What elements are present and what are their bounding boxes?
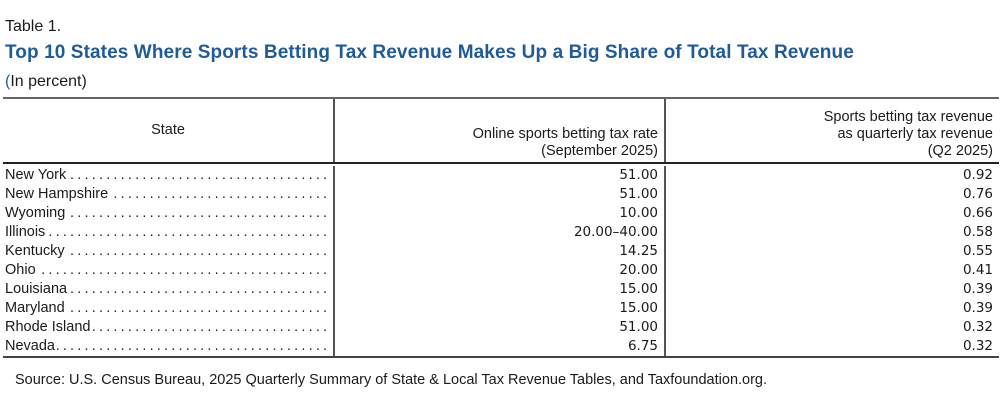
header-line: (Q2 2025) [927, 143, 993, 159]
table-row: ........................................… [3, 337, 999, 356]
source-note: Source: U.S. Census Bureau, 2025 Quarter… [15, 372, 768, 388]
dot-leader: ........................................… [5, 243, 331, 259]
cell-state: ........................................… [3, 204, 335, 223]
cell-share: 0.92 [962, 167, 993, 183]
table-row: ........................................… [3, 166, 999, 185]
cell-share: 0.39 [962, 281, 993, 297]
data-table: State Online sports betting tax rate (Se… [3, 97, 999, 358]
dot-leader: ........................................… [5, 205, 331, 221]
state-name: Nevada [5, 338, 57, 354]
cell-share: 0.55 [962, 243, 993, 259]
cell-share: 0.32 [962, 338, 993, 354]
cell-rate: 20.00–40.00 [335, 223, 666, 242]
table-subtitle: (In percent) [5, 73, 87, 91]
state-name: New Hampshire [5, 186, 111, 202]
cell-rate: 51.00 [335, 318, 666, 337]
cell-share: 0.66 [962, 205, 993, 221]
cell-state: ........................................… [3, 185, 335, 204]
cell-rate: 14.25 [335, 242, 666, 261]
header-line: State [151, 122, 185, 138]
cell-rate: 20.00 [335, 261, 666, 280]
cell-share: 0.39 [962, 300, 993, 316]
cell-share: 0.41 [962, 262, 993, 278]
column-header-tax-rate: Online sports betting tax rate (Septembe… [335, 99, 666, 162]
cell-rate: 10.00 [335, 204, 666, 223]
cell-share: 0.32 [962, 319, 993, 335]
table-row: ........................................… [3, 280, 999, 299]
table-row: ........................................… [3, 185, 999, 204]
cell-share: 0.76 [962, 186, 993, 202]
cell-rate: 6.75 [335, 337, 666, 356]
state-name: Wyoming [5, 205, 68, 221]
subtitle-text: In percent) [10, 73, 87, 90]
cell-rate: 15.00 [335, 299, 666, 318]
header-line: Online sports betting tax rate [472, 126, 658, 142]
cell-state: ........................................… [3, 280, 335, 299]
state-name: Kentucky [5, 243, 67, 259]
state-name: Louisiana [5, 281, 70, 297]
state-name: Rhode Island [5, 319, 93, 335]
dot-leader: ........................................… [5, 281, 331, 297]
dot-leader: ........................................… [5, 262, 331, 278]
cell-state: ........................................… [3, 223, 335, 242]
cell-state: ........................................… [3, 337, 335, 356]
cell-state: ........................................… [3, 299, 335, 318]
subtitle-paren: ( [5, 73, 11, 90]
dot-leader: ........................................… [5, 300, 331, 316]
table-label: Table 1. [5, 18, 62, 35]
table-header: State Online sports betting tax rate (Se… [3, 99, 999, 164]
table-row: ........................................… [3, 204, 999, 223]
table-row: ........................................… [3, 242, 999, 261]
cell-state: ........................................… [3, 318, 335, 337]
header-line: as quarterly tax revenue [837, 126, 993, 142]
table-title: Top 10 States Where Sports Betting Tax R… [5, 42, 854, 63]
dot-leader: ........................................… [5, 224, 331, 240]
state-name: Ohio [5, 262, 38, 278]
dot-leader: ........................................… [5, 338, 331, 354]
state-name: Maryland [5, 300, 67, 316]
table-row: ........................................… [3, 261, 999, 280]
cell-rate: 51.00 [335, 185, 666, 204]
table-row: ........................................… [3, 299, 999, 318]
state-name: New York [5, 167, 69, 183]
column-header-revenue-share: Sports betting tax revenue as quarterly … [666, 99, 999, 162]
cell-state: ........................................… [3, 166, 335, 185]
state-name: Illinois [5, 224, 48, 240]
table-body: ........................................… [3, 164, 999, 356]
table-row: ........................................… [3, 223, 999, 242]
column-header-state: State [3, 99, 335, 162]
cell-rate: 15.00 [335, 280, 666, 299]
header-line: (September 2025) [541, 143, 658, 159]
header-line: Sports betting tax revenue [823, 109, 993, 125]
cell-state: ........................................… [3, 242, 335, 261]
cell-state: ........................................… [3, 261, 335, 280]
cell-share: 0.58 [962, 224, 993, 240]
cell-rate: 51.00 [335, 166, 666, 185]
table-row: ........................................… [3, 318, 999, 337]
dot-leader: ........................................… [5, 167, 331, 183]
